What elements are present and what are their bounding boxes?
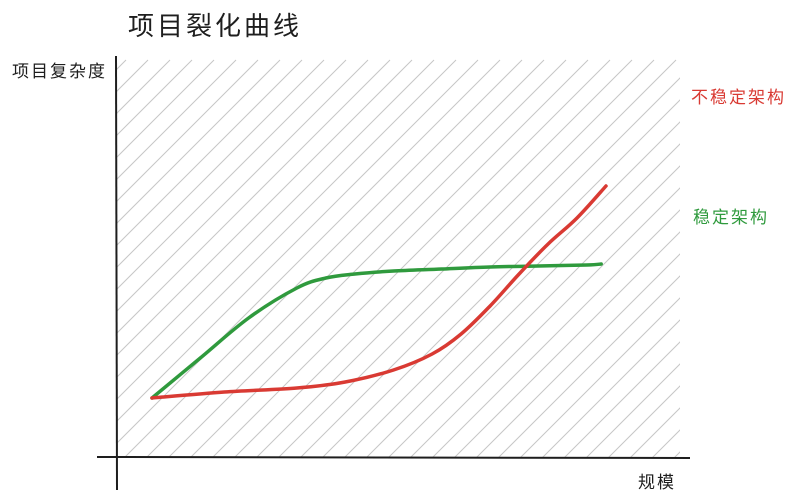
hatch-line (117, 59, 413, 356)
hatch-line (117, 59, 127, 70)
series-label-unstable: 不稳定架构 (691, 88, 786, 108)
hatch-line (117, 59, 193, 136)
hatch-line (766, 60, 799, 502)
hatch-line (409, 187, 680, 458)
hatch-line (651, 429, 680, 458)
x-axis-label: 规模 (638, 473, 676, 493)
hatch-line (519, 297, 680, 458)
y-axis-label: 项目复杂度 (12, 62, 107, 82)
hatch-line (117, 59, 369, 312)
hatch-line (607, 385, 680, 458)
hatch-line (117, 59, 281, 224)
hatch-line (678, 60, 799, 502)
hatch-line (788, 60, 799, 502)
hatch-line (700, 60, 799, 502)
hatch-line (722, 60, 799, 502)
hatch-line (563, 341, 680, 458)
y-axis (115, 55, 118, 491)
hatch-line (744, 60, 799, 502)
series-layer (150, 184, 608, 400)
hatch-line (117, 59, 237, 180)
hatch-line (145, 59, 545, 458)
hatch-line (299, 77, 680, 458)
hatch-line (0, 60, 104, 502)
hatched-background (0, 59, 799, 502)
hatch-line (167, 59, 567, 458)
series-line-unstable (150, 184, 608, 400)
hatch-line (387, 165, 680, 458)
hatch-line (117, 59, 215, 158)
hatch-line (189, 59, 589, 458)
hatch-line (0, 60, 60, 502)
hatch-line (656, 60, 799, 502)
hatch-line (117, 59, 259, 202)
hatch-line (117, 59, 435, 378)
hatch-line (365, 143, 680, 458)
series-label-stable: 稳定架构 (693, 208, 769, 228)
hatch-line (233, 59, 633, 458)
hatch-line (211, 59, 611, 458)
hatch-line (117, 59, 171, 114)
hatch-line (634, 60, 799, 502)
hatch-line (541, 319, 680, 458)
hatch-line (117, 59, 325, 268)
hatch-line (673, 451, 680, 458)
hatch-line (343, 121, 680, 458)
hatch-line (475, 253, 680, 458)
hatch-line (321, 99, 680, 458)
hatch-line (629, 407, 680, 458)
hatch-line (497, 275, 680, 458)
hatch-line (117, 59, 457, 400)
hatch-line (117, 59, 501, 444)
series-line-stable (150, 262, 603, 400)
hatch-line (117, 59, 391, 334)
hatch-line (453, 231, 680, 458)
hatch-line (117, 59, 347, 290)
hatch-line (123, 59, 523, 458)
x-axis (96, 456, 691, 459)
hatch-line (431, 209, 680, 458)
hatch-line (117, 59, 303, 246)
hatch-line (277, 59, 677, 458)
hatch-line (255, 59, 655, 458)
hatch-line (117, 59, 479, 422)
hatch-line (585, 363, 680, 458)
chart-title: 项目裂化曲线 (128, 12, 302, 42)
hatch-line (0, 60, 82, 502)
